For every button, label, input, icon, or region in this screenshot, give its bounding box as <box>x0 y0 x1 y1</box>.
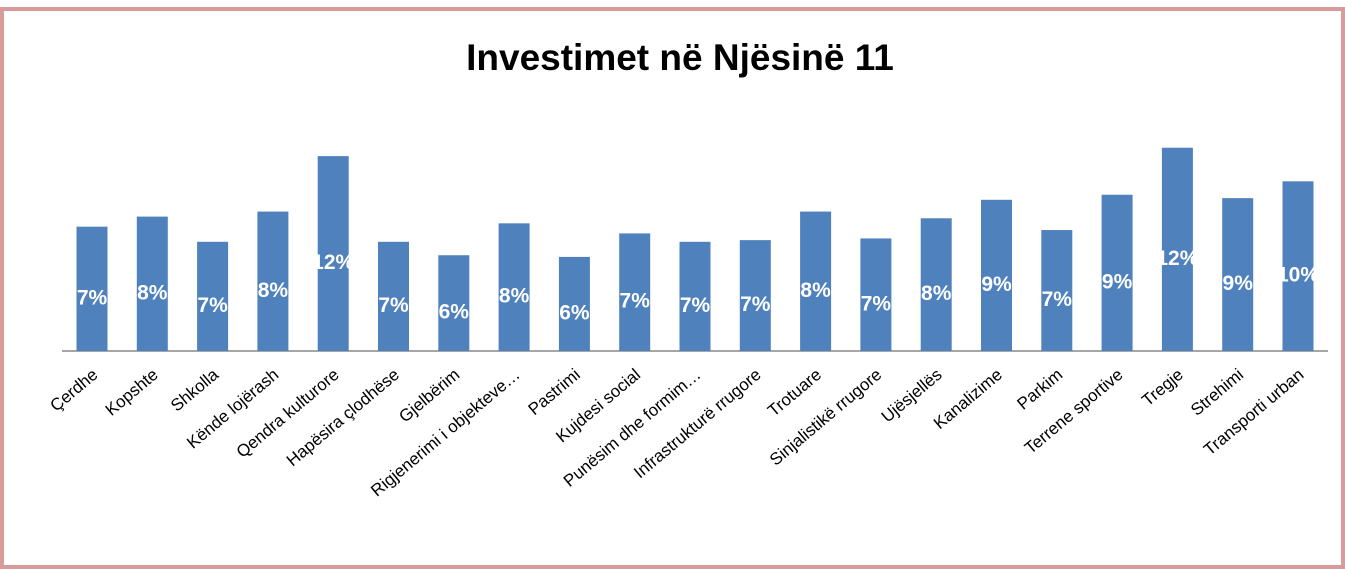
bar <box>438 255 470 351</box>
bar <box>981 199 1012 351</box>
bar <box>317 156 349 351</box>
bar <box>498 223 530 351</box>
value-label: 7% <box>77 286 108 309</box>
bar <box>197 241 229 351</box>
value-label: 12% <box>312 251 354 274</box>
value-label: 7% <box>861 292 892 315</box>
value-label: 7% <box>740 293 771 316</box>
value-label: 6% <box>559 302 590 325</box>
value-label: 9% <box>981 273 1012 296</box>
bar <box>619 233 651 351</box>
bar <box>1161 147 1193 351</box>
value-label: 9% <box>1223 272 1254 295</box>
bar <box>378 241 409 351</box>
bar <box>257 211 289 351</box>
bar <box>1101 194 1133 351</box>
value-label: 10% <box>1277 264 1319 287</box>
bar <box>860 238 892 351</box>
bar <box>1282 181 1314 351</box>
value-label: 6% <box>439 301 470 324</box>
value-label: 8% <box>258 279 289 302</box>
chart-title: Investimet në Njësinë 11 <box>466 37 894 78</box>
bar <box>136 216 168 351</box>
value-label: 7% <box>680 294 711 317</box>
bar <box>1222 198 1254 351</box>
bar <box>1041 230 1073 351</box>
value-label: 8% <box>137 281 168 304</box>
bar <box>739 240 771 351</box>
bar <box>558 256 590 351</box>
bar <box>920 218 952 351</box>
value-label: 7% <box>620 290 651 313</box>
value-label: 8% <box>800 279 831 302</box>
value-label: 7% <box>378 294 409 317</box>
value-label: 12% <box>1156 247 1198 270</box>
bar <box>76 226 108 351</box>
value-label: 7% <box>197 294 228 317</box>
value-label: 9% <box>1102 270 1133 293</box>
value-label: 8% <box>499 285 530 308</box>
bar <box>800 211 832 351</box>
value-label: 8% <box>921 282 952 305</box>
bar <box>679 241 711 351</box>
value-label: 7% <box>1042 288 1073 311</box>
